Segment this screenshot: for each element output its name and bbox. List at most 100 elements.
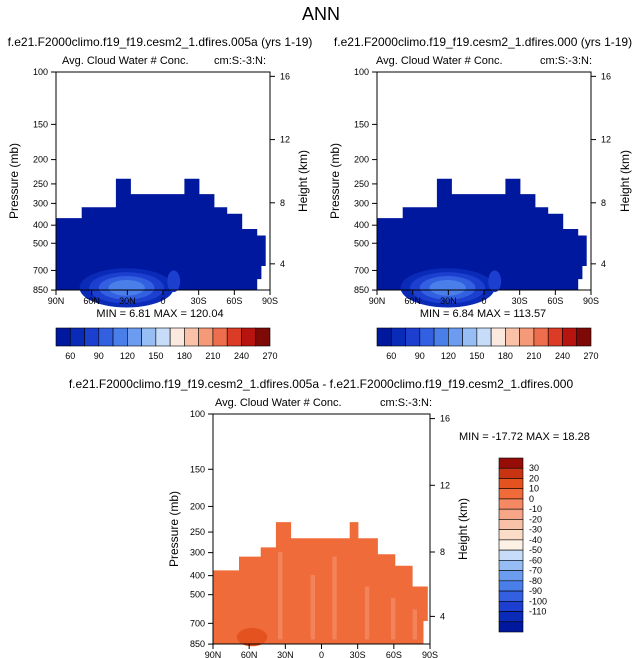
colorbar-swatch <box>433 327 449 347</box>
y-tick-label: 100 <box>190 409 205 419</box>
y-tick-label: 150 <box>33 119 48 129</box>
colorbar-swatch <box>498 621 524 633</box>
panel-1-colorbar: 60 90 120 150 180 210 240 270 <box>55 327 278 361</box>
y2-tick-label: 8 <box>280 198 285 208</box>
colorbar-swatch <box>498 590 524 602</box>
x-tick-label: 90S <box>422 650 438 658</box>
colorbar-swatch <box>390 327 406 347</box>
colorbar-label: -20 <box>529 514 542 524</box>
x-tick-label: 60S <box>226 296 242 306</box>
colorbar-swatch <box>141 327 157 347</box>
y-tick-label: 850 <box>354 285 369 295</box>
colorbar-label: -90 <box>529 586 542 596</box>
colorbar-label: 90 <box>415 351 425 361</box>
colorbar-swatch <box>498 498 524 510</box>
colorbar-label: -50 <box>529 545 542 555</box>
panel-3-colorbar: 3020100-10-20-30-40-50-60-70-80-90-100-1… <box>498 457 547 633</box>
colorbar-label: 270 <box>262 351 277 361</box>
y2-tick-label: 4 <box>280 259 285 269</box>
y-tick-label: 700 <box>190 618 205 628</box>
y-tick-label: 100 <box>33 67 48 77</box>
panel-3-title: f.e21.F2000climo.f19_f19.cesm2_1.dfires.… <box>69 377 574 391</box>
colorbar-swatch <box>419 327 435 347</box>
colorbar-swatch <box>498 457 524 469</box>
colorbar-label: 150 <box>148 351 163 361</box>
colorbar-swatch <box>169 327 185 347</box>
cloud-contour <box>429 279 466 296</box>
y-tick-label: 500 <box>190 590 205 600</box>
colorbar-swatch <box>212 327 228 347</box>
y-tick-label: 400 <box>190 571 205 581</box>
panel-2-ylabel-right: Height (km) <box>618 150 632 212</box>
y-tick-label: 500 <box>354 238 369 248</box>
colorbar-swatch <box>498 549 524 561</box>
colorbar-swatch <box>498 467 524 479</box>
difference-contour <box>310 575 315 640</box>
panel-3-ylabel-right: Height (km) <box>456 498 470 560</box>
y2-tick-label: 4 <box>601 259 606 269</box>
colorbar-label: -70 <box>529 566 542 576</box>
panel-3-min-max: MIN = -17.72 MAX = 18.28 <box>459 431 590 443</box>
y-tick-label: 150 <box>190 464 205 474</box>
panel-1-cloud-field <box>56 178 266 308</box>
y2-tick-label: 16 <box>280 71 290 81</box>
panel-2-ylabel: Pressure (mb) <box>328 143 342 219</box>
colorbar-swatch <box>498 580 524 592</box>
colorbar-swatch <box>112 327 128 347</box>
colorbar-swatch <box>405 327 421 347</box>
panel-2-min-max: MIN = 6.84 MAX = 113.57 <box>420 308 546 320</box>
colorbar-swatch <box>84 327 100 347</box>
colorbar-label: -110 <box>529 607 546 617</box>
x-tick-label: 30N <box>277 650 294 658</box>
cloud-contour <box>488 270 502 293</box>
colorbar-swatch <box>69 327 85 347</box>
difference-contour <box>236 627 268 647</box>
panel-2: f.e21.F2000climo.f19_f19.cesm2_1.dfires.… <box>328 35 632 361</box>
colorbar-label: -30 <box>529 525 542 535</box>
colorbar-label: -80 <box>529 576 542 586</box>
colorbar-label: -10 <box>529 504 542 514</box>
x-tick-label: 60N <box>404 296 421 306</box>
cloud-region <box>56 178 266 290</box>
colorbar-label: 120 <box>120 351 135 361</box>
y-tick-label: 500 <box>33 238 48 248</box>
difference-contour <box>412 609 417 640</box>
difference-contour <box>332 556 337 640</box>
panel-1: f.e21.F2000climo.f19_f19.cesm2_1.dfires.… <box>7 35 312 361</box>
colorbar-swatch <box>498 570 524 582</box>
page-title: ANN <box>302 4 340 24</box>
y-tick-label: 300 <box>33 198 48 208</box>
colorbar-label: 240 <box>234 351 249 361</box>
panel-1-units-label: cm:S:-3:N: <box>214 55 266 67</box>
colorbar-swatch <box>255 327 271 347</box>
colorbar-swatch <box>448 327 463 347</box>
panel-2-title: f.e21.F2000climo.f19_f19.cesm2_1.dfires.… <box>334 35 632 49</box>
panel-3-field-label: Avg. Cloud Water # Conc. <box>215 397 342 409</box>
panel-1-ylabel: Pressure (mb) <box>7 143 21 219</box>
y2-tick-label: 12 <box>601 135 611 145</box>
y-tick-label: 200 <box>190 501 205 511</box>
colorbar-label: 180 <box>498 351 513 361</box>
y-tick-label: 250 <box>33 179 48 189</box>
cloud-region <box>377 178 587 290</box>
difference-contour <box>390 598 396 640</box>
y-tick-label: 400 <box>33 220 48 230</box>
colorbar-label: -40 <box>529 535 542 545</box>
y2-tick-label: 12 <box>280 135 290 145</box>
y2-tick-label: 12 <box>440 480 450 490</box>
y2-tick-label: 4 <box>440 611 445 621</box>
colorbar-swatch <box>184 327 199 347</box>
colorbar-swatch <box>98 327 114 347</box>
x-tick-label: 60S <box>386 650 402 658</box>
colorbar-swatch <box>498 488 524 500</box>
colorbar-swatch <box>519 327 535 347</box>
panel-1-field-label: Avg. Cloud Water # Conc. <box>62 55 189 67</box>
colorbar-swatch <box>55 327 71 347</box>
x-tick-label: 90N <box>369 296 386 306</box>
colorbar-swatch <box>476 327 492 347</box>
panel-1-min-max: MIN = 6.81 MAX = 120.04 <box>96 308 223 320</box>
y-tick-label: 200 <box>33 155 48 165</box>
difference-contour <box>278 552 283 640</box>
colorbar-label: 20 <box>529 473 539 483</box>
